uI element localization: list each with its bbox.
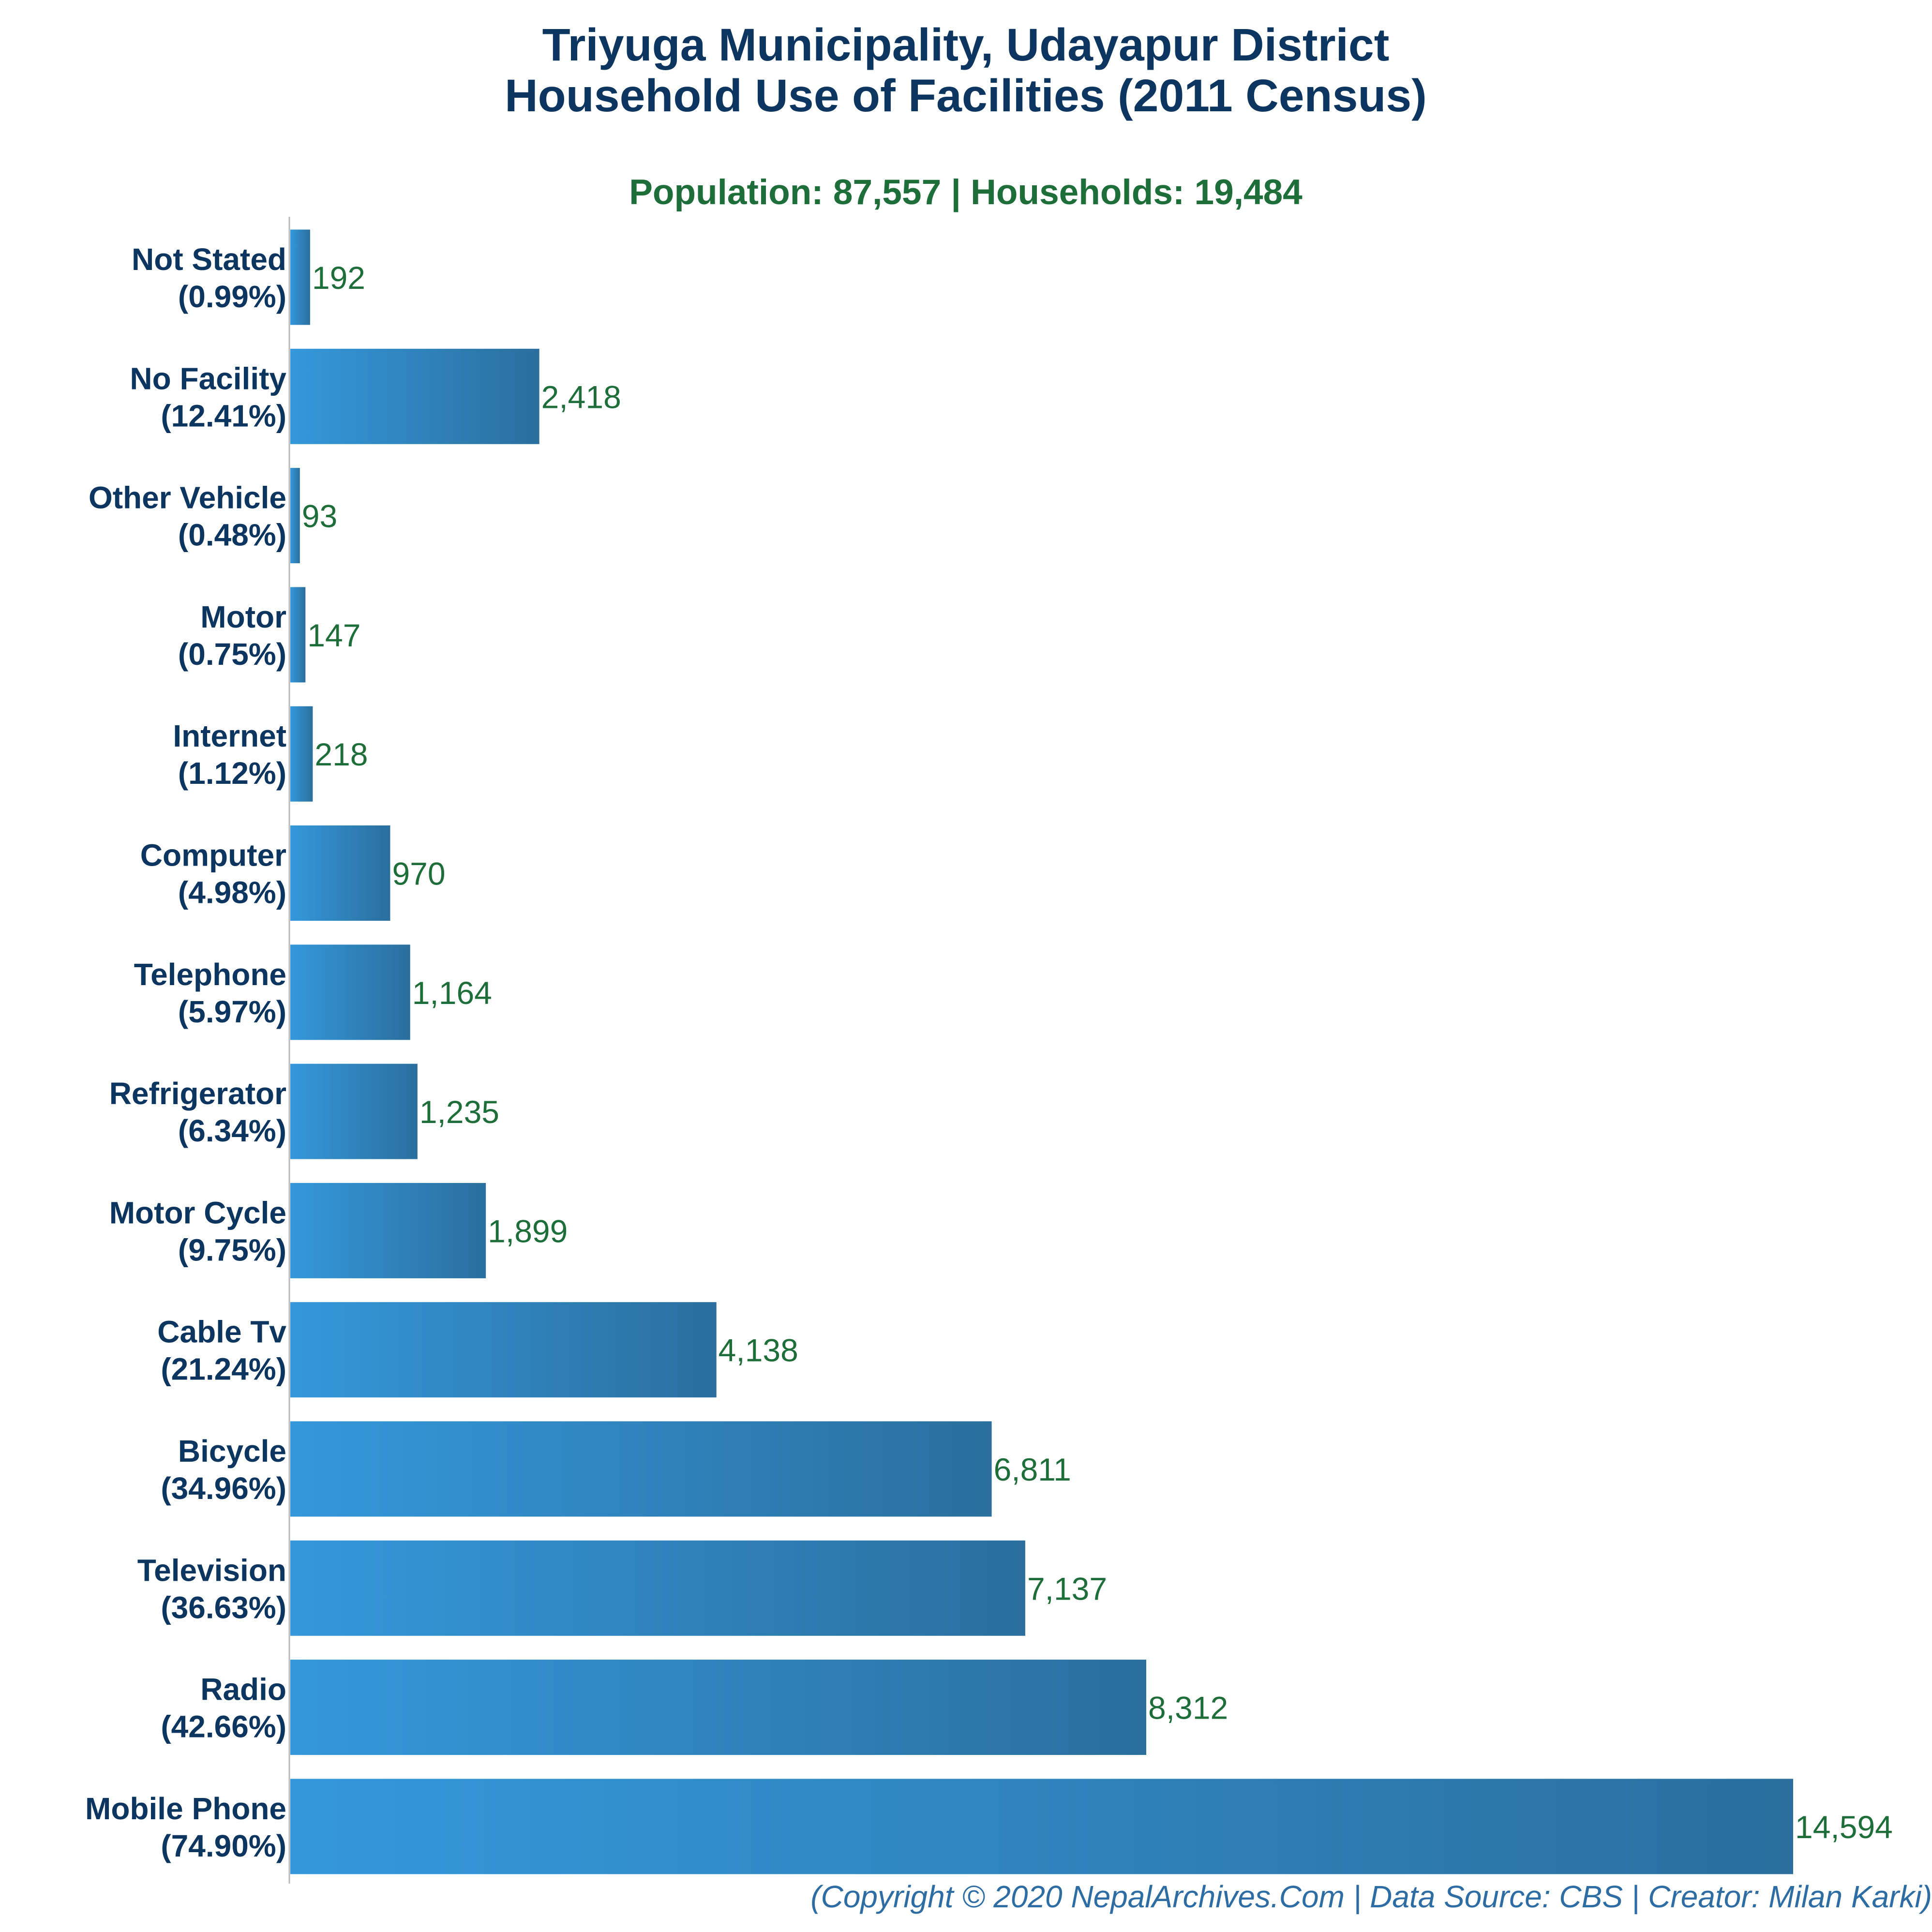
category-label-bicycle: Bicycle (34.96%) bbox=[161, 1434, 286, 1506]
bar-not-stated bbox=[290, 229, 310, 325]
category-name: Television bbox=[137, 1553, 286, 1588]
value-label-computer: 970 bbox=[392, 856, 445, 892]
value-label-radio: 8,312 bbox=[1148, 1690, 1228, 1726]
bar-cable-tv bbox=[290, 1302, 717, 1398]
category-percent: (9.75%) bbox=[178, 1232, 286, 1267]
value-label-other-vehicle: 93 bbox=[302, 498, 337, 534]
category-name: Other Vehicle bbox=[89, 480, 286, 515]
chart-footer: (Copyright © 2020 NepalArchives.Com | Da… bbox=[810, 1879, 1932, 1915]
category-name: Telephone bbox=[134, 957, 286, 992]
category-percent: (36.63%) bbox=[161, 1590, 286, 1625]
category-name: Cable Tv bbox=[157, 1315, 286, 1349]
category-label-internet: Internet (1.12%) bbox=[173, 719, 286, 791]
bar-motor bbox=[290, 587, 306, 683]
category-name: Motor bbox=[200, 599, 286, 634]
category-label-not-stated: Not Stated (0.99%) bbox=[132, 242, 286, 314]
bar-computer bbox=[290, 825, 390, 921]
category-name: Motor Cycle bbox=[109, 1195, 286, 1230]
category-name: Computer bbox=[140, 838, 286, 873]
category-percent: (5.97%) bbox=[178, 994, 286, 1029]
bars-group bbox=[290, 229, 1793, 1874]
category-label-other-vehicle: Other Vehicle (0.48%) bbox=[89, 480, 286, 553]
category-labels-group: Not Stated (0.99%) No Facility (12.41%) Othe… bbox=[85, 242, 286, 1863]
category-name: Bicycle bbox=[178, 1434, 286, 1468]
category-name: Refrigerator bbox=[109, 1076, 286, 1111]
category-percent: (0.99%) bbox=[178, 279, 286, 314]
category-percent: (12.41%) bbox=[161, 398, 286, 433]
category-label-mobile-phone: Mobile Phone (74.90%) bbox=[85, 1791, 286, 1863]
bar-radio bbox=[290, 1660, 1147, 1755]
bar-television bbox=[290, 1540, 1025, 1636]
value-label-mobile-phone: 14,594 bbox=[1795, 1809, 1893, 1845]
value-label-not-stated: 192 bbox=[312, 260, 365, 296]
category-name: Mobile Phone bbox=[85, 1791, 286, 1826]
value-label-motor: 147 bbox=[307, 617, 360, 653]
category-percent: (21.24%) bbox=[161, 1352, 286, 1387]
category-label-telephone: Telephone (5.97%) bbox=[134, 957, 286, 1029]
bar-internet bbox=[290, 706, 313, 802]
value-label-bicycle: 6,811 bbox=[994, 1452, 1071, 1487]
category-name: Internet bbox=[173, 719, 286, 753]
bar-telephone bbox=[290, 944, 410, 1040]
category-percent: (6.34%) bbox=[178, 1113, 286, 1148]
value-label-no-facility: 2,418 bbox=[541, 379, 621, 415]
category-percent: (0.48%) bbox=[178, 518, 286, 553]
bar-motor-cycle bbox=[290, 1183, 486, 1278]
value-labels-group: 192 2,418 93 147 218 970 1,164 1,235 1,899 4,138 6… bbox=[302, 260, 1893, 1845]
category-label-no-facility: No Facility (12.41%) bbox=[130, 361, 286, 433]
value-label-television: 7,137 bbox=[1027, 1571, 1107, 1606]
bar-other-vehicle bbox=[290, 468, 300, 564]
category-percent: (42.66%) bbox=[161, 1709, 286, 1744]
bar-bicycle bbox=[290, 1421, 992, 1517]
chart-title-line-2: Household Use of Facilities (2011 Census… bbox=[505, 70, 1427, 121]
category-label-motor-cycle: Motor Cycle (9.75%) bbox=[109, 1195, 286, 1267]
category-percent: (4.98%) bbox=[178, 875, 286, 910]
category-label-motor: Motor (0.75%) bbox=[178, 599, 286, 672]
chart-subtitle: Population: 87,557 | Households: 19,484 bbox=[629, 173, 1303, 212]
value-label-refrigerator: 1,235 bbox=[419, 1094, 499, 1130]
category-label-cable-tv: Cable Tv (21.24%) bbox=[157, 1315, 286, 1387]
category-percent: (74.90%) bbox=[161, 1828, 286, 1863]
chart-title-line-1: Triyuga Municipality, Udayapur District bbox=[542, 19, 1390, 71]
bar-refrigerator bbox=[290, 1063, 418, 1159]
value-label-motor-cycle: 1,899 bbox=[488, 1213, 568, 1249]
category-label-computer: Computer (4.98%) bbox=[140, 838, 286, 910]
value-label-internet: 218 bbox=[315, 736, 368, 772]
category-percent: (1.12%) bbox=[178, 756, 286, 791]
bar-mobile-phone bbox=[290, 1779, 1793, 1874]
category-name: No Facility bbox=[130, 361, 286, 396]
category-label-radio: Radio (42.66%) bbox=[161, 1672, 286, 1744]
category-percent: (0.75%) bbox=[178, 637, 286, 672]
category-percent: (34.96%) bbox=[161, 1471, 286, 1506]
value-label-cable-tv: 4,138 bbox=[719, 1333, 798, 1368]
value-label-telephone: 1,164 bbox=[412, 975, 492, 1011]
category-label-television: Television (36.63%) bbox=[137, 1553, 286, 1625]
category-name: Radio bbox=[200, 1672, 286, 1707]
bar-no-facility bbox=[290, 348, 539, 444]
category-name: Not Stated bbox=[132, 242, 286, 277]
category-label-refrigerator: Refrigerator (6.34%) bbox=[109, 1076, 286, 1148]
